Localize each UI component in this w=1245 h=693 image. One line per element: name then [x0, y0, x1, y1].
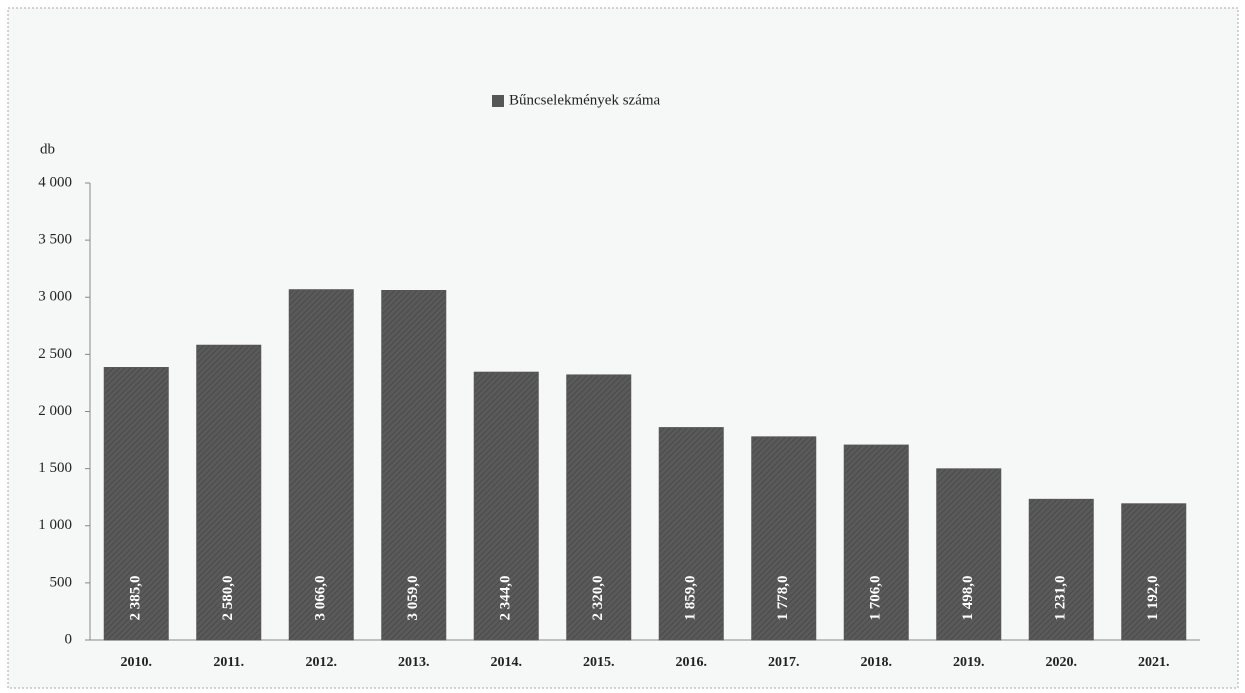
y-tick-label: 1 000 — [38, 517, 72, 533]
y-axis-label: db — [40, 141, 55, 157]
bar — [381, 290, 447, 641]
x-tick-label: 2010. — [121, 655, 153, 670]
x-tick-label: 2017. — [768, 655, 800, 670]
x-tick-label: 2015. — [583, 655, 615, 670]
y-tick-label: 0 — [65, 631, 73, 647]
value-label: 1 778,0 — [775, 576, 791, 621]
x-tick-label: 2018. — [861, 655, 893, 670]
value-label: 2 385,0 — [128, 576, 144, 621]
bar — [751, 436, 817, 641]
y-tick-label: 1 500 — [38, 460, 72, 476]
value-label: 2 320,0 — [590, 576, 606, 621]
value-label: 3 066,0 — [313, 576, 329, 621]
bar — [566, 374, 632, 641]
value-label: 2 344,0 — [498, 576, 514, 621]
x-tick-label: 2011. — [213, 655, 244, 670]
bar — [843, 444, 909, 641]
x-tick-label: 2014. — [491, 655, 523, 670]
value-label: 1 859,0 — [683, 576, 699, 621]
value-label: 1 498,0 — [960, 576, 976, 621]
y-tick-label: 2 500 — [38, 346, 72, 362]
y-tick-label: 4 000 — [38, 174, 72, 190]
value-label: 1 706,0 — [868, 576, 884, 621]
value-label: 1 192,0 — [1145, 576, 1161, 621]
bar — [288, 289, 354, 641]
y-tick-label: 2 000 — [38, 403, 72, 419]
y-tick-label: 500 — [50, 574, 73, 590]
bar — [1121, 503, 1187, 641]
x-tick-label: 2019. — [953, 655, 985, 670]
value-label: 3 059,0 — [405, 576, 421, 621]
x-tick-label: 2016. — [676, 655, 708, 670]
x-tick-label: 2021. — [1138, 655, 1170, 670]
value-label: 1 231,0 — [1053, 576, 1069, 621]
bar — [658, 427, 724, 641]
bar — [103, 367, 169, 641]
y-tick-label: 3 000 — [38, 289, 72, 305]
bar — [473, 371, 539, 641]
bar — [1028, 498, 1094, 641]
x-tick-label: 2020. — [1046, 655, 1078, 670]
legend-label: Bűncselekmények száma — [509, 92, 661, 108]
x-tick-label: 2012. — [306, 655, 338, 670]
y-tick-label: 3 500 — [38, 232, 72, 248]
bar — [936, 468, 1002, 641]
value-label: 2 580,0 — [220, 576, 236, 621]
x-tick-label: 2013. — [398, 655, 430, 670]
bar — [196, 344, 262, 641]
legend-swatch — [492, 95, 504, 107]
